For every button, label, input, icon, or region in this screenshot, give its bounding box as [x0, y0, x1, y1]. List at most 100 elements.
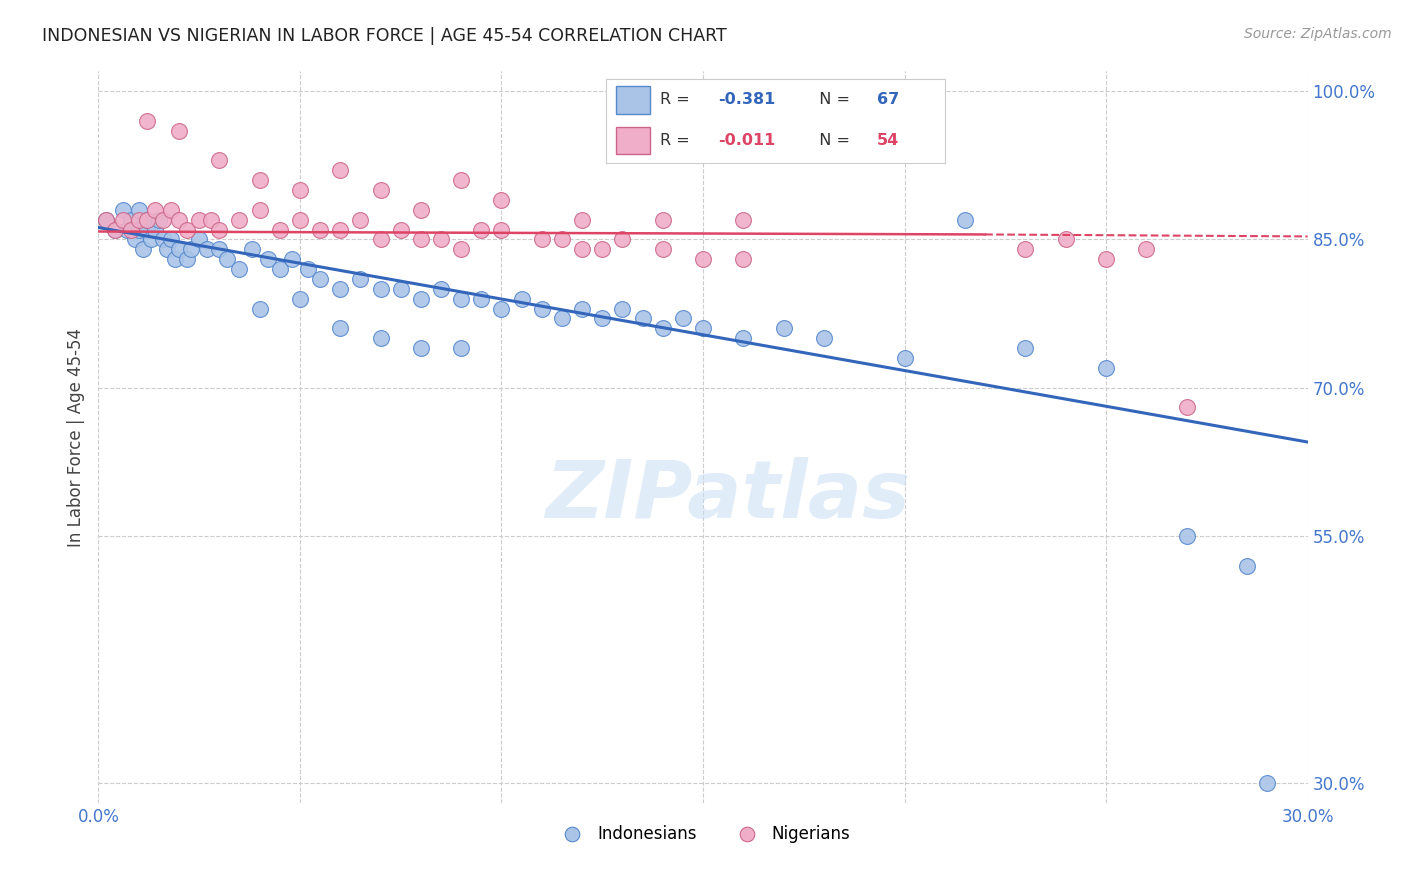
Point	[1095, 252, 1118, 267]
Point	[349, 272, 371, 286]
Point	[329, 163, 352, 178]
Point	[160, 202, 183, 217]
Point	[188, 232, 211, 246]
Point	[672, 311, 695, 326]
Point	[288, 183, 311, 197]
Point	[281, 252, 304, 267]
Point	[188, 212, 211, 227]
Point	[329, 282, 352, 296]
Point	[160, 232, 183, 246]
Point	[450, 242, 472, 256]
Point	[551, 232, 574, 246]
Point	[409, 202, 432, 217]
Point	[1135, 242, 1157, 256]
Point	[530, 232, 553, 246]
Point	[389, 282, 412, 296]
Point	[195, 242, 218, 256]
Point	[370, 282, 392, 296]
Point	[120, 212, 142, 227]
Point	[1095, 360, 1118, 375]
Point	[176, 252, 198, 267]
Point	[612, 301, 634, 316]
Point	[128, 222, 150, 236]
Point	[217, 252, 239, 267]
Point	[269, 222, 291, 236]
Point	[96, 212, 118, 227]
Point	[612, 232, 634, 246]
Point	[152, 232, 174, 246]
Point	[176, 222, 198, 236]
Y-axis label: In Labor Force | Age 45-54: In Labor Force | Age 45-54	[66, 327, 84, 547]
Point	[571, 301, 593, 316]
Point	[651, 242, 673, 256]
Point	[200, 212, 222, 227]
Point	[167, 123, 190, 137]
Point	[450, 341, 472, 355]
Point	[103, 222, 125, 236]
Point	[103, 222, 125, 236]
Point	[1175, 529, 1198, 543]
Point	[470, 292, 492, 306]
Point	[491, 222, 513, 236]
Point	[249, 173, 271, 187]
Point	[591, 311, 613, 326]
Point	[1054, 232, 1077, 246]
Point	[571, 242, 593, 256]
Point	[692, 321, 714, 335]
Point	[370, 232, 392, 246]
Point	[269, 262, 291, 277]
Point	[813, 331, 835, 345]
Point	[208, 153, 231, 168]
Point	[651, 321, 673, 335]
Point	[491, 193, 513, 207]
Point	[551, 311, 574, 326]
Point	[1014, 341, 1036, 355]
Point	[1175, 401, 1198, 415]
Point	[135, 113, 157, 128]
Point	[156, 242, 179, 256]
Point	[240, 242, 263, 256]
Point	[143, 222, 166, 236]
Point	[450, 173, 472, 187]
Point	[228, 262, 250, 277]
Point	[1256, 776, 1278, 790]
Point	[208, 222, 231, 236]
Point	[1236, 558, 1258, 573]
Point	[470, 222, 492, 236]
Point	[128, 202, 150, 217]
Point	[510, 292, 533, 306]
Point	[208, 242, 231, 256]
Point	[135, 212, 157, 227]
Point	[450, 292, 472, 306]
Text: INDONESIAN VS NIGERIAN IN LABOR FORCE | AGE 45-54 CORRELATION CHART: INDONESIAN VS NIGERIAN IN LABOR FORCE | …	[42, 27, 727, 45]
Point	[132, 242, 155, 256]
Point	[733, 212, 755, 227]
Point	[370, 183, 392, 197]
Text: Source: ZipAtlas.com: Source: ZipAtlas.com	[1244, 27, 1392, 41]
Point	[430, 282, 453, 296]
Point	[111, 212, 134, 227]
Point	[288, 292, 311, 306]
Point	[953, 212, 976, 227]
Point	[370, 331, 392, 345]
Point	[571, 212, 593, 227]
Point	[389, 222, 412, 236]
Point	[409, 232, 432, 246]
Point	[491, 301, 513, 316]
Point	[733, 331, 755, 345]
Point	[733, 252, 755, 267]
Point	[111, 202, 134, 217]
Point	[124, 232, 146, 246]
Point	[288, 212, 311, 227]
Point	[651, 212, 673, 227]
Point	[128, 212, 150, 227]
Point	[115, 222, 138, 236]
Point	[591, 242, 613, 256]
Point	[1014, 242, 1036, 256]
Point	[167, 242, 190, 256]
Point	[530, 301, 553, 316]
Point	[256, 252, 278, 267]
Point	[249, 301, 271, 316]
Point	[409, 341, 432, 355]
Text: ZIPatlas: ZIPatlas	[544, 457, 910, 534]
